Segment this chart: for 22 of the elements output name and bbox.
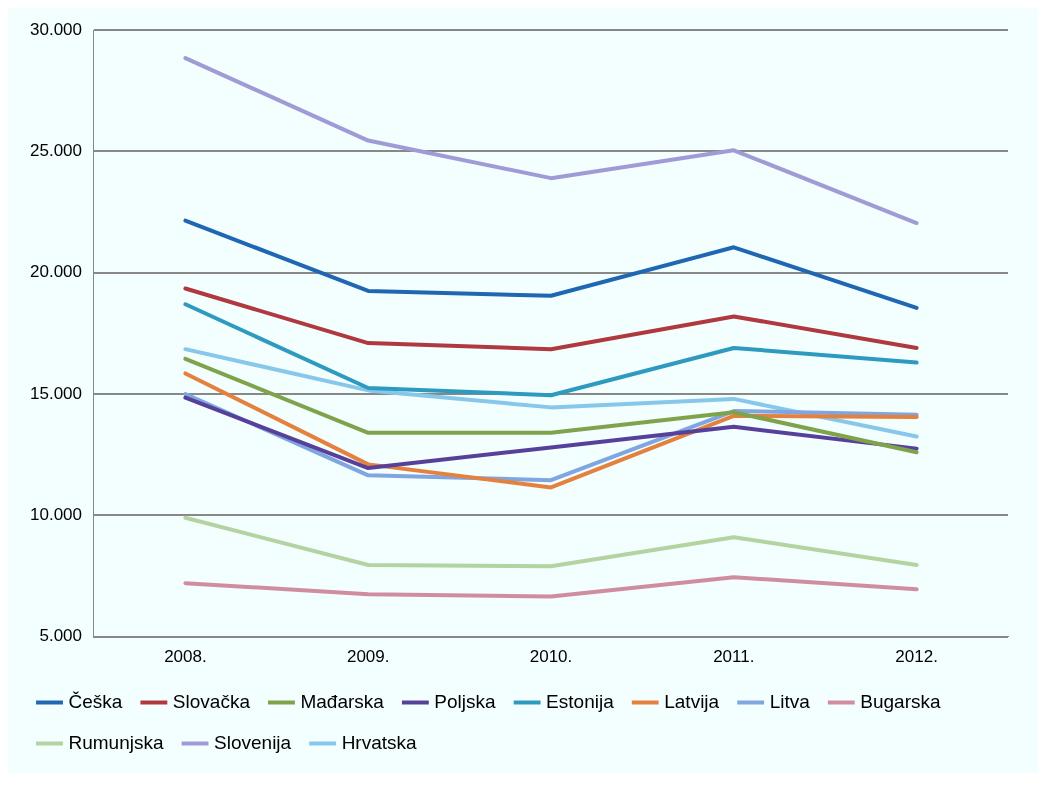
- legend-label: Hrvatska: [341, 731, 418, 753]
- y-tick-label: 5.000: [39, 626, 82, 646]
- x-tick-label: 2009.: [346, 647, 390, 667]
- legend-label: Bugarska: [860, 690, 941, 712]
- y-tick-label: 30.000: [30, 19, 82, 39]
- legend-label: Estonija: [546, 690, 615, 712]
- x-tick-label: 2010.: [529, 647, 573, 667]
- legend-label: Latvija: [664, 690, 720, 712]
- legend-label: Mađarska: [300, 690, 385, 712]
- x-tick-label: 2008.: [164, 647, 207, 667]
- y-tick-label: 20.000: [30, 262, 82, 282]
- legend-label: Poljska: [434, 690, 497, 712]
- legend-label: Češka: [68, 690, 123, 712]
- legend-label: Rumunjska: [68, 731, 164, 753]
- legend-label: Slovenija: [214, 731, 292, 753]
- x-tick-label: 2012.: [895, 647, 938, 667]
- legend-label: Slovačka: [172, 690, 251, 712]
- legend-label: Litva: [769, 690, 811, 712]
- y-tick-label: 25.000: [30, 141, 82, 161]
- y-tick-label: 15.000: [30, 383, 82, 403]
- x-tick-label: 2011.: [713, 647, 755, 667]
- y-tick-label: 10.000: [30, 505, 82, 525]
